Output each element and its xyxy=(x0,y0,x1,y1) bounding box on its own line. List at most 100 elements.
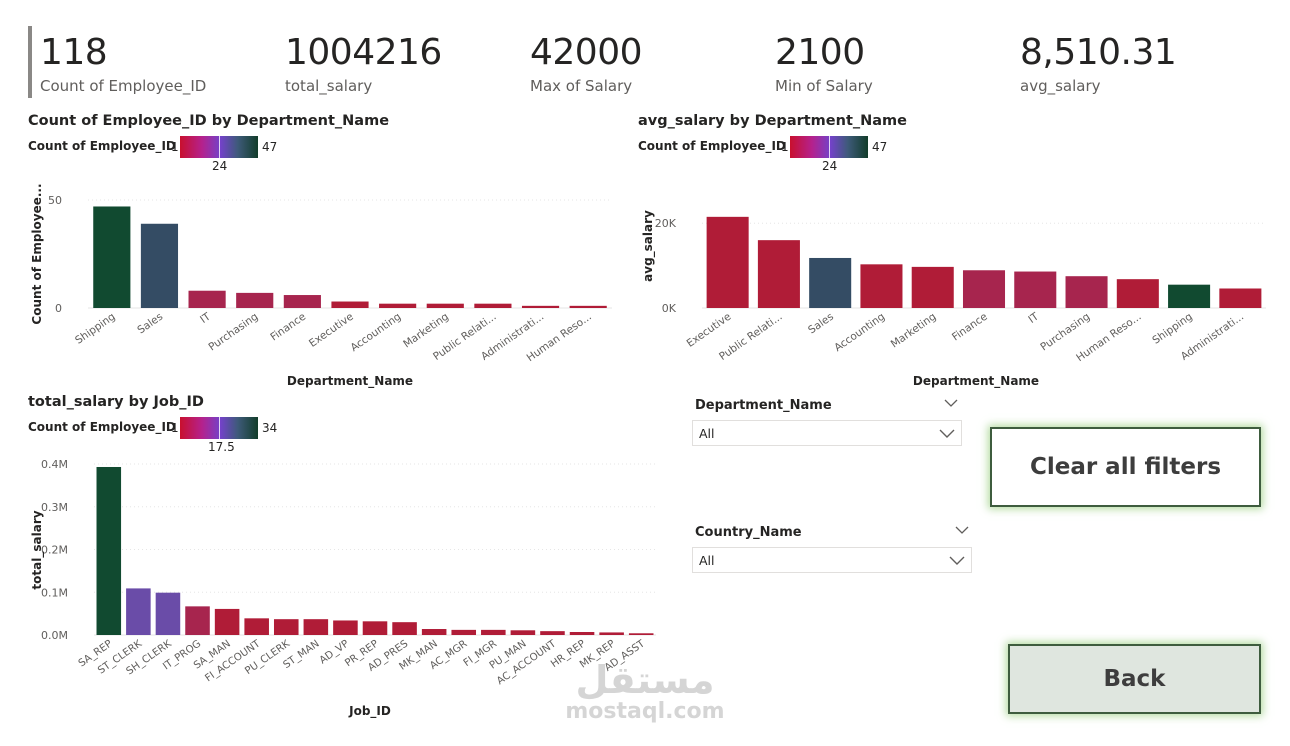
x-tick-label: Sales xyxy=(135,311,165,337)
chart-title-dept-count: Count of Employee_ID by Department_Name xyxy=(28,113,390,129)
bar-ac-mgr[interactable] xyxy=(451,629,477,635)
bar-mk-rep[interactable] xyxy=(599,632,624,635)
bar-marketing[interactable] xyxy=(911,266,954,308)
watermark-latin: mostaql.com xyxy=(565,699,725,724)
y-axis-label: total_salary xyxy=(30,510,45,589)
bar-purchasing[interactable] xyxy=(236,292,274,308)
bar-finance[interactable] xyxy=(283,295,321,308)
bar-hr-rep[interactable] xyxy=(569,632,595,635)
bar-it[interactable] xyxy=(188,290,226,308)
bar-accounting[interactable] xyxy=(860,264,903,308)
slicer-dropdown[interactable]: All xyxy=(692,420,962,446)
slicer-title: Country_Name xyxy=(695,525,802,540)
x-tick-label: Accounting xyxy=(348,311,403,354)
chevron-down-icon[interactable] xyxy=(955,525,969,535)
bar-public-relati[interactable] xyxy=(757,240,800,308)
bar-it-prog[interactable] xyxy=(185,606,210,635)
y-tick-label: 20K xyxy=(655,217,677,230)
kpi-card-min-salary[interactable]: 2100 Min of Salary xyxy=(775,30,873,95)
watermark-arabic: مستقل xyxy=(575,658,715,702)
x-tick-label: Finance xyxy=(268,311,308,344)
bar-fi-mgr[interactable] xyxy=(481,629,506,635)
bar-sh-clerk[interactable] xyxy=(155,592,181,635)
y-tick-label: 0K xyxy=(662,302,677,315)
bar-it[interactable] xyxy=(1014,271,1057,308)
bar-pu-man[interactable] xyxy=(510,630,536,635)
kpi-label: Count of Employee_ID xyxy=(40,77,207,95)
chart-title-dept-avg: avg_salary by Department_Name xyxy=(638,113,907,129)
kpi-label: total_salary xyxy=(285,77,373,95)
x-tick-label: Sales xyxy=(806,311,836,337)
bar-sa-rep[interactable] xyxy=(96,466,122,635)
back-button[interactable]: Back xyxy=(1008,644,1261,714)
kpi-value: 42000 xyxy=(530,32,643,73)
slicer-value: All xyxy=(699,553,715,568)
bar-ad-pres[interactable] xyxy=(392,622,417,635)
bar-mk-man[interactable] xyxy=(421,629,447,635)
bar-ad-asst[interactable] xyxy=(628,633,654,635)
bar-pu-clerk[interactable] xyxy=(273,619,299,635)
kpi-value: 118 xyxy=(40,32,108,73)
x-tick-label: Finance xyxy=(950,311,990,344)
legend-max: 47 xyxy=(262,140,278,154)
bar-accounting[interactable] xyxy=(379,303,417,308)
legend-mid: 24 xyxy=(212,159,228,173)
bar-finance[interactable] xyxy=(962,270,1006,308)
bar-shipping[interactable] xyxy=(1168,284,1211,308)
bar-sales[interactable] xyxy=(809,257,852,308)
bar-purchasing[interactable] xyxy=(1065,276,1108,308)
legend-min: 1 xyxy=(171,140,179,154)
legend-label: Count of Employee_ID xyxy=(28,139,176,153)
bar-pr-rep[interactable] xyxy=(362,621,388,635)
bar-administrati[interactable] xyxy=(1219,288,1262,308)
clear-filters-button[interactable]: Clear all filters xyxy=(990,427,1261,507)
watermark-logo: مستقل mostaql.com xyxy=(565,660,725,724)
x-tick-label: IT xyxy=(1026,310,1041,326)
kpi-card-total-salary[interactable]: 1004216 total_salary xyxy=(285,30,442,95)
legend-label: Count of Employee_ID xyxy=(638,139,786,153)
legend-label: Count of Employee_ID xyxy=(28,420,176,434)
color-legend-dept-count: Count of Employee_ID 1 47 24 xyxy=(28,136,277,173)
slicer-title: Department_Name xyxy=(695,398,832,413)
legend-min: 1 xyxy=(171,421,179,435)
bar-sa-man[interactable] xyxy=(214,608,240,635)
bar-marketing[interactable] xyxy=(426,303,464,308)
chevron-down-icon[interactable] xyxy=(939,427,955,439)
bar-executive[interactable] xyxy=(331,301,369,308)
bar-executive[interactable] xyxy=(706,216,749,308)
bar-shipping[interactable] xyxy=(93,206,131,308)
x-axis-label: Job_ID xyxy=(348,704,391,719)
kpi-card-count[interactable]: 118 Count of Employee_ID xyxy=(40,30,206,95)
chart-title-job-total: total_salary by Job_ID xyxy=(28,394,204,410)
bar-ad-vp[interactable] xyxy=(333,620,358,635)
y-tick-label: 0.0M xyxy=(41,629,68,642)
kpi-card-max-salary[interactable]: 42000 Max of Salary xyxy=(530,30,643,95)
legend-mid-tick xyxy=(829,136,830,158)
chevron-down-icon[interactable] xyxy=(949,554,965,566)
color-legend-dept-avg: Count of Employee_ID 1 47 24 xyxy=(638,136,887,173)
kpi-card-avg-salary[interactable]: 8,510.31 avg_salary xyxy=(1020,30,1177,95)
kpi-value: 1004216 xyxy=(285,32,442,73)
chevron-down-icon[interactable] xyxy=(944,398,958,408)
bar-ac-account[interactable] xyxy=(540,631,565,635)
slicer-dropdown[interactable]: All xyxy=(692,547,972,573)
slicer-country[interactable]: Country_Name All xyxy=(692,523,972,575)
x-tick-label: Executive xyxy=(685,311,734,350)
bar-st-man[interactable] xyxy=(303,619,329,635)
slicer-department[interactable]: Department_Name All xyxy=(692,396,962,448)
bar-st-clerk[interactable] xyxy=(126,588,151,635)
kpi-label: Max of Salary xyxy=(530,77,633,95)
kpi-value: 2100 xyxy=(775,32,865,73)
y-axis-label: avg_salary xyxy=(641,210,656,282)
legend-mid-tick xyxy=(219,136,220,158)
bar-fi-account[interactable] xyxy=(244,618,269,635)
bar-human-reso[interactable] xyxy=(1116,279,1159,308)
bar-chart-job-total[interactable]: 0.0M0.1M0.2M0.3M0.4Mtotal_salaryJob_IDSA… xyxy=(0,450,670,730)
color-legend-job-total: Count of Employee_ID 1 34 17.5 xyxy=(28,417,277,454)
bar-chart-dept-avg[interactable]: 0K20Kavg_salaryDepartment_NameExecutiveP… xyxy=(630,170,1280,395)
bar-human-reso[interactable] xyxy=(569,305,607,308)
bar-public-relati[interactable] xyxy=(474,303,512,308)
bar-administrati[interactable] xyxy=(521,305,560,308)
bar-sales[interactable] xyxy=(140,223,179,308)
bar-chart-dept-count[interactable]: 0 50 Count of Employee... Department_Name Sh… xyxy=(0,170,630,395)
